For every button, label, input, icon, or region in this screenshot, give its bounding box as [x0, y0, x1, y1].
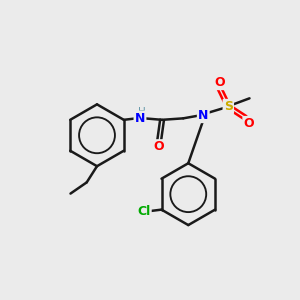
- Text: Cl: Cl: [137, 205, 151, 218]
- Text: N: N: [198, 109, 208, 122]
- Text: N: N: [135, 112, 145, 125]
- Text: O: O: [244, 117, 254, 130]
- Text: O: O: [214, 76, 225, 89]
- Text: S: S: [224, 100, 233, 113]
- Text: H: H: [138, 107, 145, 117]
- Text: O: O: [154, 140, 164, 153]
